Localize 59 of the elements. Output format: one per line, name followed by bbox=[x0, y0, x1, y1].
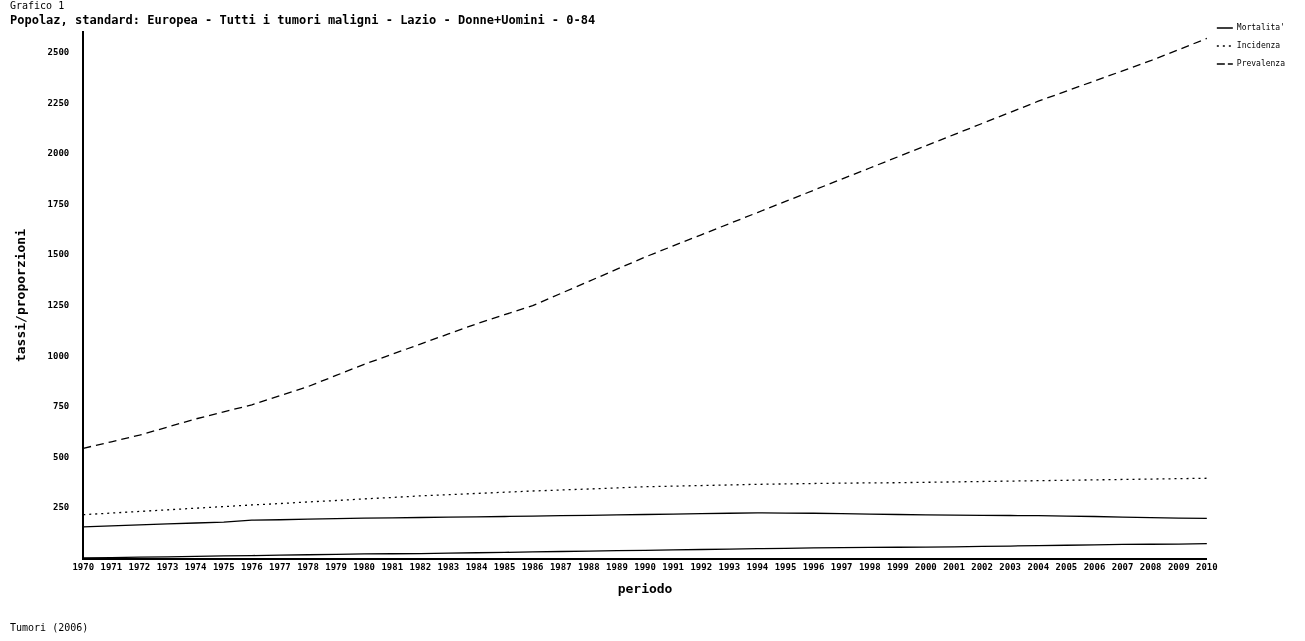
y-tick-label: 1000 bbox=[47, 350, 70, 361]
x-tick-label: 1979 bbox=[325, 562, 347, 573]
x-tick-label: 2001 bbox=[943, 562, 965, 573]
x-tick-label: 2005 bbox=[1055, 562, 1078, 573]
x-tick-label: 1981 bbox=[381, 562, 404, 573]
y-tick-label: 1250 bbox=[47, 299, 70, 310]
text: Tumori (2006) bbox=[10, 622, 89, 633]
x-tick-label: 2004 bbox=[1027, 562, 1050, 573]
x-tick-label: 1977 bbox=[269, 562, 291, 573]
x-tick-label: 1982 bbox=[409, 562, 432, 573]
x-tick-label: 1970 bbox=[72, 562, 95, 573]
x-tick-label: 1976 bbox=[240, 562, 263, 573]
x-tick-label: 2009 bbox=[1167, 562, 1190, 573]
x-tick-label: 1992 bbox=[690, 562, 713, 573]
x-tick-label: 2003 bbox=[999, 562, 1022, 573]
x-tick-label: 1996 bbox=[802, 562, 825, 573]
x-tick-label: 1991 bbox=[662, 562, 684, 573]
x-tick-label: 1972 bbox=[128, 562, 151, 573]
y-tick-label: 750 bbox=[53, 401, 70, 412]
y-tick-label: 2250 bbox=[47, 97, 70, 108]
x-tick-label: 1973 bbox=[156, 562, 179, 573]
x-tick-label: 1974 bbox=[184, 562, 208, 573]
x-tick-label: 1971 bbox=[100, 562, 123, 573]
x-tick-label: 1994 bbox=[746, 562, 769, 573]
x-tick-label: 2002 bbox=[971, 562, 993, 573]
y-tick-label: 2500 bbox=[47, 46, 70, 57]
y-tick-label: 250 bbox=[53, 502, 70, 513]
x-tick-label: 1986 bbox=[521, 562, 544, 573]
x-tick-label: 2006 bbox=[1083, 562, 1106, 573]
x-tick-label: 1999 bbox=[887, 562, 909, 573]
legend-label: Incidenza bbox=[1236, 41, 1281, 51]
x-tick-label: 1975 bbox=[212, 562, 235, 573]
y-tick-label: 500 bbox=[53, 451, 70, 462]
x-tick-label: 2007 bbox=[1111, 562, 1134, 573]
x-tick-label: 1983 bbox=[437, 562, 460, 573]
x-tick-label: 1993 bbox=[718, 562, 741, 573]
x-tick-label: 1987 bbox=[549, 562, 572, 573]
legend-label: Mortalita' bbox=[1236, 23, 1286, 33]
x-tick-label: 1997 bbox=[830, 562, 853, 573]
y-tick-label: 1750 bbox=[47, 198, 70, 209]
x-tick-label: 1984 bbox=[465, 562, 488, 573]
x-tick-label: 1980 bbox=[353, 562, 376, 573]
x-axis-title: periodo bbox=[617, 580, 673, 596]
y-tick-label: 2000 bbox=[47, 148, 70, 159]
x-tick-label: 1988 bbox=[578, 562, 600, 573]
y-tick-label: 1500 bbox=[47, 249, 70, 260]
x-tick-label: 2000 bbox=[915, 562, 937, 573]
x-tick-label: 2010 bbox=[1195, 562, 1218, 573]
y-axis-title: tassi/proporzioni bbox=[13, 228, 29, 363]
x-tick-label: 1995 bbox=[774, 562, 797, 573]
x-tick-label: 1998 bbox=[858, 562, 881, 573]
x-tick-label: 1990 bbox=[634, 562, 656, 573]
x-tick-label: 1978 bbox=[297, 562, 319, 573]
text: Grafico 1 bbox=[10, 0, 65, 11]
chart-title: Popolaz, standard: Europea - Tutti i tumori maligni - Lazio - Donne+Uomini - 0-84 bbox=[10, 13, 596, 28]
x-tick-label: 2008 bbox=[1139, 562, 1162, 573]
x-tick-label: 1985 bbox=[493, 562, 516, 573]
legend-label: Prevalenza bbox=[1236, 59, 1286, 69]
x-tick-label: 1989 bbox=[606, 562, 628, 573]
